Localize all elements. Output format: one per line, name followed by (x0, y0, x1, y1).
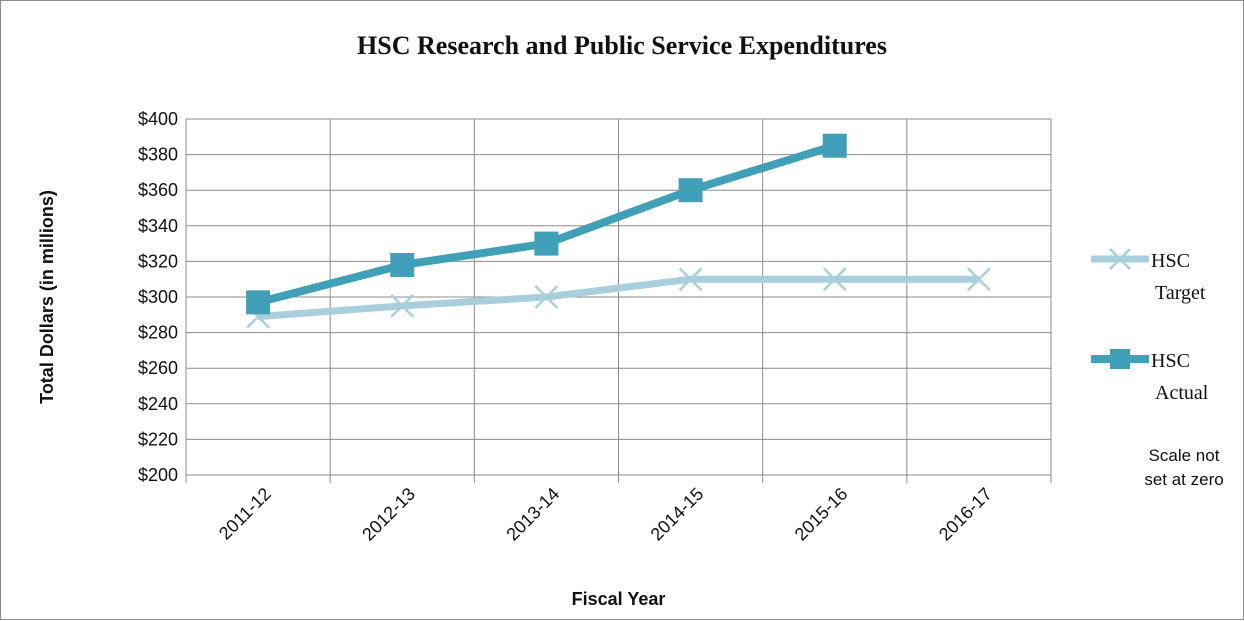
x-tick-label: 2013-14 (502, 484, 563, 545)
data-point (678, 267, 703, 292)
x-tick-label: 2011-12 (215, 484, 275, 544)
data-point (822, 267, 847, 292)
x-tick-label: 2012-13 (358, 484, 419, 545)
series-line-0 (257, 275, 979, 321)
x-tick-label: 2014-15 (647, 484, 708, 545)
data-point (246, 290, 271, 315)
y-tick-label: $360 (138, 180, 178, 200)
legend-label: HSC (1151, 350, 1190, 372)
chart-title: HSC Research and Public Service Expendit… (357, 31, 887, 60)
data-point (534, 285, 559, 309)
y-tick-label: $200 (138, 465, 178, 485)
y-tick-label: $280 (138, 323, 178, 343)
legend-marker (1110, 349, 1130, 369)
y-tick-label: $380 (138, 145, 178, 165)
scale-note: Scale not (1149, 446, 1220, 465)
x-axis-label: Fiscal Year (572, 589, 666, 609)
y-tick-label: $240 (138, 394, 178, 414)
y-tick-label: $340 (138, 216, 178, 236)
data-point (822, 133, 847, 158)
data-point (390, 294, 415, 318)
legend-label: Actual (1155, 382, 1209, 404)
x-tick-label: 2016-17 (935, 484, 996, 545)
x-tick-label: 2015-16 (791, 484, 852, 545)
data-point (678, 178, 703, 203)
y-tick-label: $300 (138, 287, 178, 307)
data-point (390, 252, 415, 277)
y-tick-label: $220 (138, 429, 178, 449)
legend-label: Target (1155, 282, 1206, 304)
y-tick-label: $260 (138, 358, 178, 378)
y-axis-label: Total Dollars (in millions) (37, 190, 57, 404)
data-point (967, 267, 991, 292)
legend-label: HSC (1151, 250, 1190, 272)
y-tick-label: $400 (138, 109, 178, 129)
y-tick-label: $320 (138, 251, 178, 271)
data-point (534, 231, 559, 256)
legend-marker (1109, 248, 1131, 270)
scale-note: set at zero (1144, 470, 1223, 489)
